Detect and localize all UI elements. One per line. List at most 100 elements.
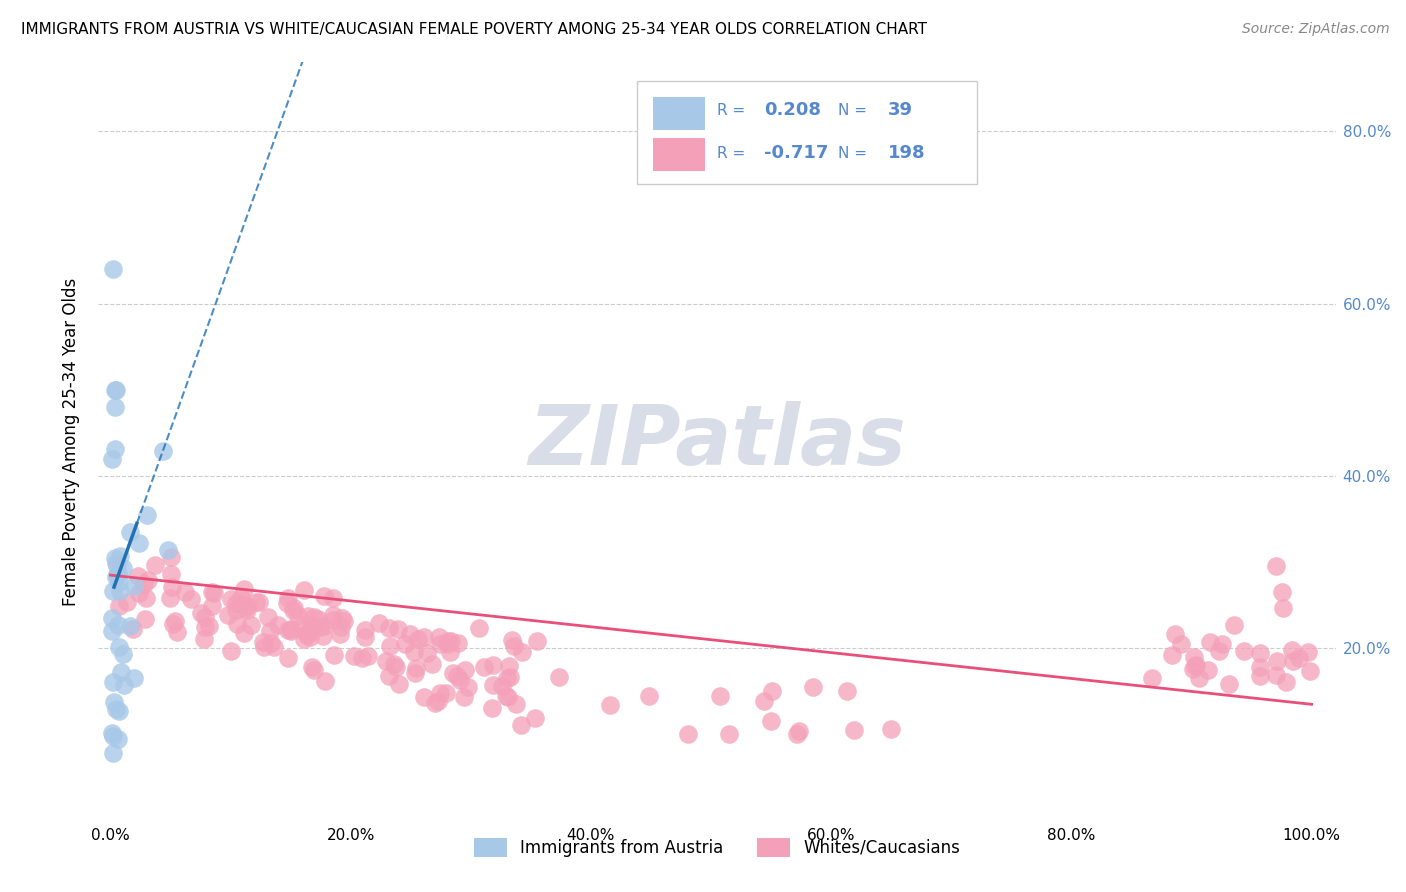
Point	[194, 619, 217, 633]
Legend: Immigrants from Austria, Whites/Caucasians: Immigrants from Austria, Whites/Caucasia…	[465, 830, 969, 865]
Point	[105, 558, 128, 572]
Point	[439, 645, 461, 659]
Point	[387, 622, 409, 636]
Point	[233, 582, 256, 596]
Point	[103, 400, 125, 414]
Point	[412, 631, 434, 645]
Point	[426, 694, 449, 708]
Point	[136, 574, 159, 588]
Point	[304, 663, 326, 677]
Point	[143, 558, 166, 572]
Point	[152, 443, 174, 458]
Point	[277, 591, 299, 605]
Point	[297, 624, 319, 639]
Point	[233, 626, 256, 640]
Point	[283, 601, 305, 615]
Point	[307, 612, 329, 626]
Point	[526, 634, 548, 648]
Point	[759, 714, 782, 728]
Point	[510, 645, 533, 659]
Point	[354, 630, 377, 644]
Point	[101, 674, 124, 689]
Point	[378, 669, 401, 683]
Point	[482, 657, 505, 672]
Point	[101, 726, 124, 740]
Point	[1249, 646, 1271, 660]
Point	[267, 618, 290, 632]
Point	[104, 550, 127, 565]
Text: 198: 198	[887, 145, 925, 162]
Point	[509, 718, 531, 732]
Point	[107, 732, 129, 747]
Point	[263, 640, 285, 654]
Point	[842, 723, 865, 738]
Point	[498, 659, 520, 673]
Point	[1164, 626, 1187, 640]
Point	[322, 648, 344, 663]
Point	[441, 666, 464, 681]
Point	[253, 640, 276, 654]
Point	[447, 636, 470, 650]
Point	[454, 664, 477, 678]
Point	[501, 633, 523, 648]
Point	[420, 657, 443, 671]
Point	[134, 612, 156, 626]
Point	[1140, 671, 1163, 685]
Point	[245, 595, 267, 609]
Point	[382, 657, 405, 671]
Point	[225, 596, 247, 610]
Point	[322, 591, 344, 606]
Point	[108, 704, 131, 718]
Point	[280, 624, 302, 639]
Point	[136, 508, 159, 523]
Point	[374, 654, 396, 668]
Point	[101, 611, 124, 625]
Point	[718, 727, 741, 741]
Point	[449, 673, 471, 687]
Point	[122, 579, 145, 593]
Point	[1271, 585, 1294, 599]
Point	[239, 618, 262, 632]
Point	[312, 629, 335, 643]
Point	[297, 609, 319, 624]
Point	[201, 585, 224, 599]
Point	[482, 678, 505, 692]
Point	[226, 617, 249, 632]
Point	[283, 603, 305, 617]
Point	[368, 616, 391, 631]
Point	[472, 660, 495, 674]
FancyBboxPatch shape	[637, 81, 977, 184]
Point	[503, 639, 526, 653]
Point	[159, 591, 181, 606]
Point	[499, 670, 522, 684]
Point	[378, 639, 401, 653]
Point	[299, 631, 322, 645]
Point	[787, 724, 810, 739]
Point	[394, 637, 416, 651]
Point	[235, 599, 257, 613]
Point	[103, 442, 125, 457]
Point	[107, 574, 129, 589]
FancyBboxPatch shape	[652, 96, 704, 130]
Point	[1184, 649, 1206, 664]
Point	[291, 618, 314, 632]
Point	[104, 701, 127, 715]
Point	[599, 698, 621, 712]
Point	[114, 678, 136, 692]
Point	[801, 680, 824, 694]
Point	[233, 601, 256, 615]
Point	[314, 589, 336, 603]
Point	[101, 730, 124, 744]
Point	[162, 616, 184, 631]
Point	[108, 599, 131, 614]
Point	[1281, 643, 1303, 657]
Point	[257, 610, 280, 624]
Text: 0.208: 0.208	[763, 101, 821, 120]
Point	[111, 647, 134, 661]
Point	[329, 620, 352, 634]
Point	[1249, 669, 1271, 683]
Point	[219, 644, 242, 658]
FancyBboxPatch shape	[652, 137, 704, 171]
Point	[457, 680, 479, 694]
Point	[1161, 648, 1184, 663]
